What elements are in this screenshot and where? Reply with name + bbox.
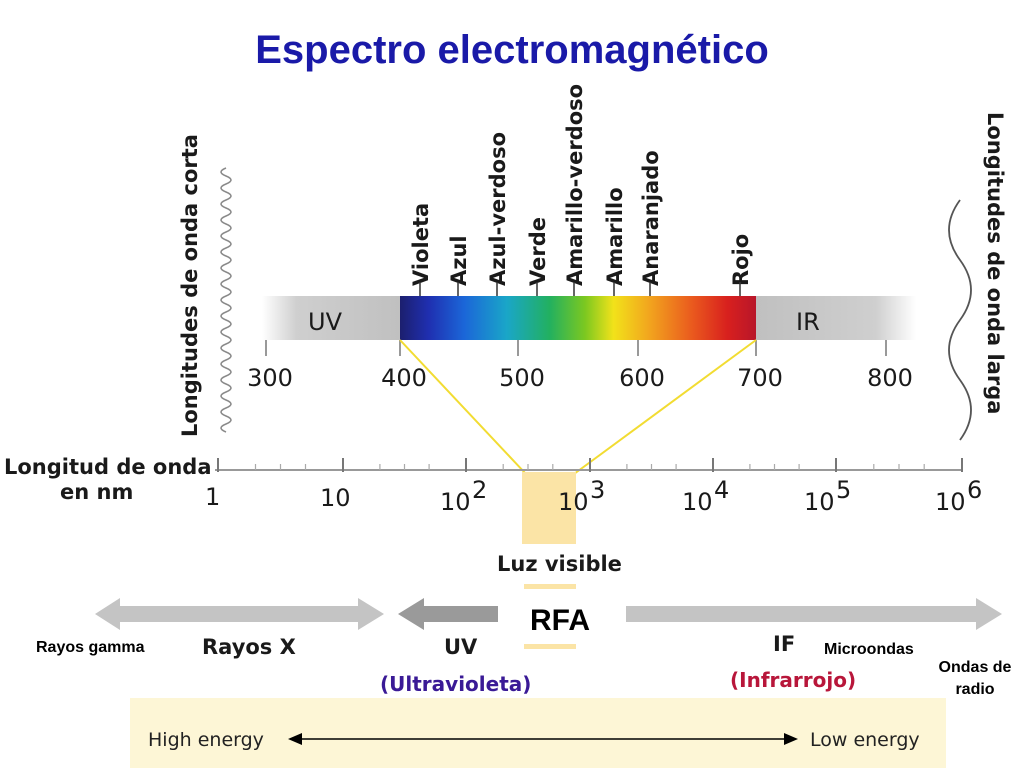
low-energy-label: Low energy <box>810 729 920 751</box>
color-label: Anaranjado <box>639 150 663 286</box>
uv-arrow <box>398 598 498 630</box>
log-axis-labels: 1 10 10 2 10 3 10 4 10 5 10 6 <box>205 476 982 516</box>
ir-band <box>756 296 916 340</box>
color-label: Amarillo <box>603 187 627 286</box>
log-label-base: 10 <box>440 488 471 516</box>
high-energy-label: High energy <box>148 729 264 751</box>
long-wave-label: Longitudes de onda larga <box>983 112 1007 414</box>
log-label-base: 10 <box>804 488 835 516</box>
nm-tick-label: 700 <box>737 364 783 392</box>
page-title: Espectro electromagnético <box>255 28 769 72</box>
long-wave-icon <box>948 199 972 441</box>
log-label-1: 1 <box>205 483 220 511</box>
short-wave-icon <box>220 167 232 433</box>
color-label: Rojo <box>729 234 753 286</box>
log-label-exponent: 3 <box>590 476 605 504</box>
visible-spectrum-band <box>400 296 756 340</box>
color-label: Violeta <box>409 203 433 286</box>
uv-full-label: (Ultravioleta) <box>380 672 531 696</box>
axis-label-line2: en nm <box>60 480 133 504</box>
rfa-strip <box>524 644 576 649</box>
log-label-exponent: 4 <box>714 476 729 504</box>
uv-band-label: UV <box>308 308 343 336</box>
ir-band-label: IR <box>796 308 820 336</box>
color-labels: Violeta Azul Azul-verdoso Verde Amarillo-ver… <box>409 84 753 286</box>
nm-tick-label: 800 <box>867 364 913 392</box>
visible-light-label: Luz visible <box>497 552 622 576</box>
log-label-exponent: 6 <box>967 476 982 504</box>
uv-band <box>262 296 400 340</box>
connector-right <box>573 339 757 475</box>
uv-label: UV <box>444 635 478 659</box>
energy-arrow: High energy Low energy <box>148 729 920 751</box>
log-label-exponent: 2 <box>472 476 487 504</box>
color-label: Amarillo-verdoso <box>563 84 587 286</box>
log-label-exponent: 5 <box>836 476 851 504</box>
ir-arrow <box>626 598 1002 630</box>
axis-label-line1: Longitud de onda <box>4 455 212 479</box>
nm-scale: 300 400 500 600 700 800 <box>247 340 913 392</box>
nm-tick-label: 400 <box>381 364 427 392</box>
color-ticks <box>419 282 741 296</box>
if-full-label: (Infrarrojo) <box>730 668 856 692</box>
if-label: IF <box>773 632 795 656</box>
log-label-base: 10 <box>558 488 589 516</box>
radio-label-line1: Ondas de <box>939 659 1012 676</box>
microwave-label: Microondas <box>824 641 914 658</box>
log-label-10: 10 <box>320 484 351 512</box>
xray-arrow <box>95 598 384 630</box>
color-label: Azul <box>447 235 471 286</box>
color-label: Verde <box>526 217 550 286</box>
energy-panel: High energy Low energy <box>130 698 946 768</box>
log-axis-ticks <box>217 458 963 472</box>
visible-light-box <box>522 472 576 544</box>
xray-label: Rayos X <box>202 635 296 659</box>
rfa-label: RFA <box>530 604 590 637</box>
log-label-base: 10 <box>935 488 966 516</box>
nm-tick-label: 500 <box>499 364 545 392</box>
color-label: Azul-verdoso <box>486 132 510 286</box>
connector-left <box>399 339 527 475</box>
log-label-base: 10 <box>682 488 713 516</box>
radio-label-line2: radio <box>955 681 994 698</box>
short-wave-label: Longitudes de onda corta <box>178 134 202 437</box>
visible-light-strip <box>524 584 576 589</box>
nm-tick-label: 600 <box>619 364 665 392</box>
nm-tick-label: 300 <box>247 364 293 392</box>
gamma-label: Rayos gamma <box>36 639 145 656</box>
